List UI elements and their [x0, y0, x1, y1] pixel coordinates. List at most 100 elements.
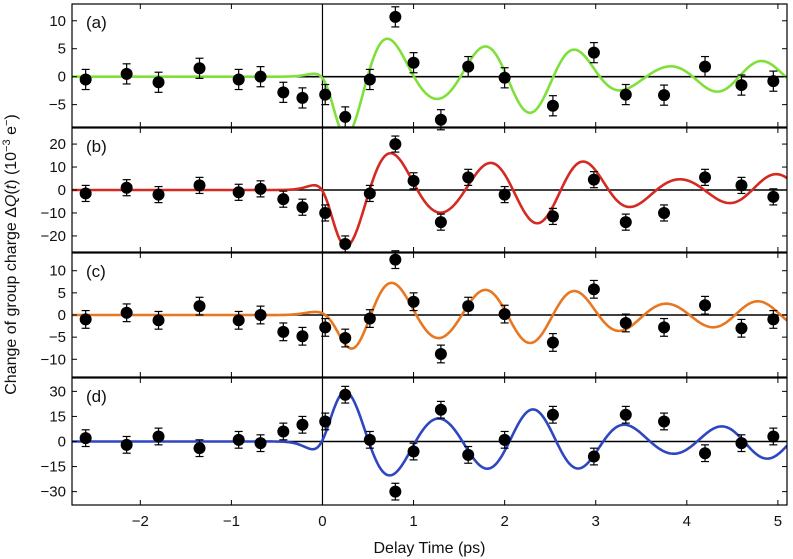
data-point: [277, 322, 290, 342]
data-point: [296, 415, 309, 434]
data-point: [152, 185, 165, 204]
x-tick-label: 2: [500, 513, 508, 530]
data-marker: [546, 210, 559, 223]
data-point: [546, 405, 559, 424]
data-point: [254, 180, 267, 198]
data-point: [619, 313, 632, 333]
data-marker: [587, 283, 600, 296]
data-marker: [319, 88, 332, 101]
data-point: [232, 183, 245, 201]
data-marker: [434, 403, 447, 416]
data-marker: [767, 313, 780, 326]
data-marker: [152, 76, 165, 89]
data-point: [587, 171, 600, 189]
data-point: [152, 427, 165, 446]
data-point: [339, 328, 352, 348]
x-tick-label: 1: [409, 513, 417, 530]
data-marker: [658, 206, 671, 219]
data-marker: [363, 187, 376, 200]
data-point: [587, 41, 600, 64]
data-marker: [462, 448, 475, 461]
data-marker: [232, 186, 245, 199]
fit-curve: [72, 151, 787, 248]
data-marker: [767, 430, 780, 443]
data-marker: [619, 216, 632, 229]
data-point: [434, 344, 447, 364]
y-axis-title-e: e: [3, 126, 20, 139]
data-marker: [296, 418, 309, 431]
data-point: [498, 304, 511, 324]
y-axis-title-eexp: −: [1, 120, 13, 126]
data-point: [319, 317, 332, 337]
data-marker: [619, 408, 632, 421]
data-point: [658, 84, 671, 106]
y-axis-title-close: ): [3, 179, 20, 184]
data-point: [767, 70, 780, 92]
data-marker: [407, 56, 420, 69]
data-point: [152, 71, 165, 93]
y-tick-label: −20: [41, 228, 66, 245]
data-marker: [232, 314, 245, 327]
data-point: [699, 168, 712, 187]
data-point: [619, 405, 632, 424]
data-point: [232, 310, 245, 330]
y-tick-label: 10: [49, 159, 66, 176]
data-point: [462, 55, 475, 78]
data-marker: [767, 75, 780, 88]
data-point: [462, 168, 475, 187]
x-tick-label: −2: [132, 513, 149, 530]
data-point: [277, 422, 290, 441]
data-marker: [699, 171, 712, 184]
data-marker: [498, 188, 511, 201]
y-tick-label: 5: [58, 285, 66, 302]
data-point: [277, 190, 290, 208]
data-point: [232, 430, 245, 449]
data-marker: [619, 316, 632, 329]
data-point: [735, 176, 748, 195]
x-tick-label: 5: [774, 513, 782, 530]
data-point: [735, 318, 748, 338]
data-point: [587, 279, 600, 299]
data-point: [462, 445, 475, 464]
panel-label: (c): [86, 262, 106, 281]
data-marker: [277, 193, 290, 206]
data-point: [658, 204, 671, 222]
data-marker: [434, 347, 447, 360]
data-point: [587, 447, 600, 466]
data-marker: [120, 67, 133, 80]
data-point: [434, 213, 447, 231]
data-point: [546, 207, 559, 226]
data-marker: [389, 485, 402, 498]
data-marker: [296, 91, 309, 104]
fit-curve: [72, 37, 787, 127]
y-tick-label: 5: [58, 41, 66, 58]
x-tick-label: 0: [318, 513, 326, 530]
data-point: [389, 135, 402, 153]
data-point: [193, 57, 206, 79]
data-point: [767, 188, 780, 206]
data-marker: [277, 425, 290, 438]
data-point: [254, 66, 267, 88]
data-point: [254, 434, 267, 453]
data-point: [498, 67, 511, 89]
data-marker: [363, 433, 376, 446]
data-marker: [546, 336, 559, 349]
y-tick-label: 15: [49, 408, 66, 425]
y-tick-label: −10: [41, 205, 66, 222]
y-tick-label: 0: [58, 307, 66, 324]
data-marker: [407, 445, 420, 458]
data-marker: [498, 433, 511, 446]
data-point: [296, 326, 309, 346]
data-point: [120, 303, 133, 323]
data-marker: [339, 388, 352, 401]
panel-label: (a): [86, 13, 107, 32]
y-axis-title-exp: −3: [1, 139, 13, 152]
panel-b: −20 −10 0 10 20 (b): [41, 127, 788, 253]
data-marker: [120, 306, 133, 319]
data-marker: [254, 70, 267, 83]
data-point: [319, 204, 332, 222]
data-point: [79, 184, 92, 203]
data-point: [363, 309, 376, 328]
data-marker: [735, 322, 748, 335]
